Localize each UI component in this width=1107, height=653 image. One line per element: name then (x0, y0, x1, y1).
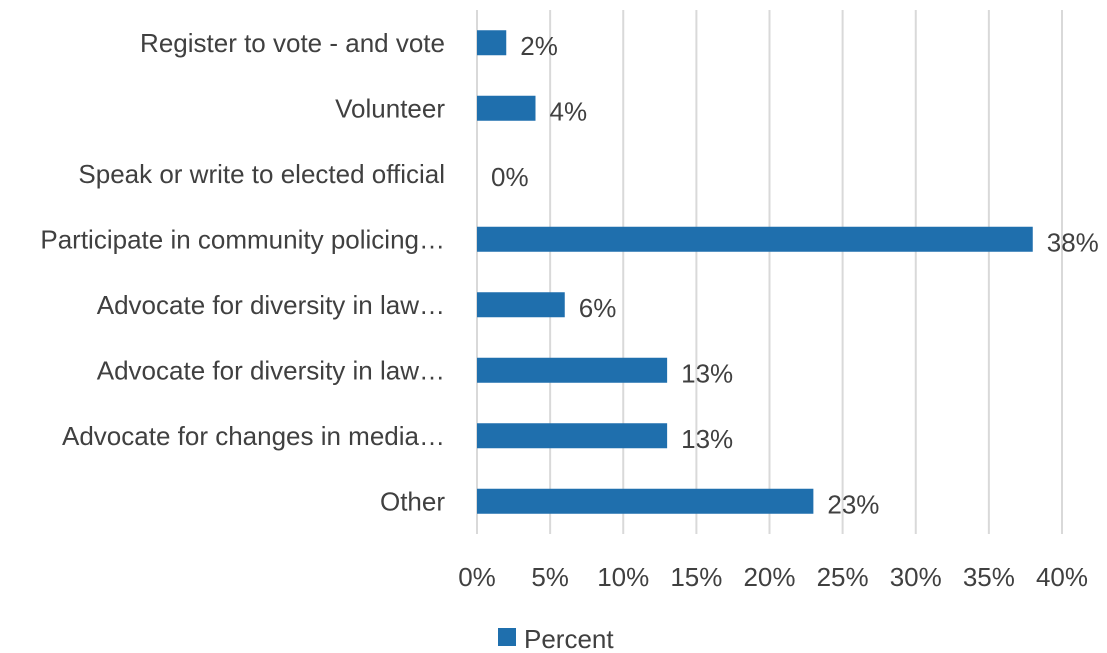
bar-7 (477, 488, 814, 514)
data-label-6: 13% (681, 424, 733, 454)
data-label-0: 2% (520, 31, 558, 61)
x-axis-tick-labels: 0% 5% 10% 15% 20% 25% 30% 35% 40% (458, 562, 1088, 592)
category-label-5: Advocate for diversity in law… (97, 355, 445, 385)
x-tick-label-4: 20% (743, 562, 795, 592)
bars (477, 30, 1033, 514)
data-labels: 2% 4% 0% 38% 6% 13% 13% 23% (491, 31, 1099, 520)
x-tick-label-1: 5% (531, 562, 569, 592)
bar-5 (477, 357, 668, 383)
bar-3 (477, 226, 1033, 252)
gridlines (476, 10, 1063, 534)
x-tick-label-5: 25% (817, 562, 869, 592)
category-label-7: Other (380, 486, 445, 516)
x-tick-label-0: 0% (458, 562, 496, 592)
category-label-2: Speak or write to elected official (78, 159, 445, 189)
legend-swatch (498, 628, 516, 646)
data-label-3: 38% (1047, 227, 1099, 257)
data-label-7: 23% (827, 489, 879, 519)
x-tick-label-8: 40% (1036, 562, 1088, 592)
bar-4 (477, 292, 565, 318)
bar-0 (477, 30, 507, 56)
bar-1 (477, 95, 536, 121)
x-tick-label-7: 35% (963, 562, 1015, 592)
category-label-6: Advocate for changes in media… (62, 421, 445, 451)
category-label-3: Participate in community policing… (40, 224, 445, 254)
x-tick-label-3: 15% (670, 562, 722, 592)
category-label-1: Volunteer (335, 93, 445, 123)
x-tick-label-2: 10% (597, 562, 649, 592)
category-labels: Register to vote - and vote Volunteer Spea… (40, 28, 445, 517)
legend-label-percent: Percent (524, 624, 614, 653)
bar-6 (477, 423, 668, 449)
category-label-0: Register to vote - and vote (140, 28, 445, 58)
data-label-2: 0% (491, 162, 529, 192)
data-label-1: 4% (550, 96, 588, 126)
legend: Percent (498, 624, 614, 653)
x-tick-label-6: 30% (890, 562, 942, 592)
category-label-4: Advocate for diversity in law… (97, 290, 445, 320)
data-label-5: 13% (681, 358, 733, 388)
data-label-4: 6% (579, 293, 617, 323)
